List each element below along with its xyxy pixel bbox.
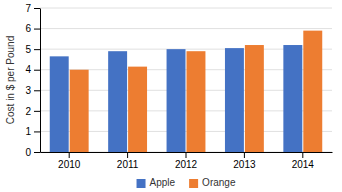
x-tick: 2013 [233,152,256,170]
y-tick: 1 [25,126,40,137]
legend-item: Apple [137,177,176,188]
tick-label: 2014 [292,159,315,170]
tick-mark [34,29,40,30]
bar [303,31,322,152]
axis-title: Cost in $ per Pound [5,36,16,124]
y-tick: 3 [25,85,40,96]
tick-label: 2013 [233,159,256,170]
bar [108,51,127,152]
tick-mark [127,152,128,158]
x-tick: 2010 [58,152,81,170]
y-axis: 0 1 2 3 4 5 6 7 [25,3,40,158]
bar [186,51,205,152]
tick-label: 2010 [58,159,81,170]
y-tick: 7 [25,3,40,14]
tick-label: 6 [25,23,31,34]
bar-series [50,45,303,152]
tick-label: 3 [25,85,31,96]
tick-mark [34,70,40,71]
bar [245,45,264,152]
chart-container: 0 1 2 3 4 5 6 7 2010 2011 2012 2013 2014 Cost in $ pe… [0,0,342,192]
axis-line [40,9,41,153]
grid-line [40,28,332,29]
legend-item: Orange [189,177,236,188]
bar [70,70,89,152]
tick-label: 2 [25,106,31,117]
tick-mark [186,152,187,158]
tick-label: 1 [25,126,31,137]
tick-label: 2012 [175,159,198,170]
tick-mark [34,90,40,91]
tick-mark [34,8,40,9]
tick-label: 2011 [117,159,139,170]
grid-line [40,8,332,9]
legend-swatch [189,179,198,188]
grid [40,8,332,152]
y-tick: 0 [25,147,40,158]
tick-mark [244,152,245,158]
tick-mark [69,152,70,158]
bar [283,45,302,152]
x-axis: 2010 2011 2012 2013 2014 [41,152,333,170]
y-tick: 5 [25,44,40,55]
tick-mark [34,49,40,50]
x-tick: 2014 [292,152,315,170]
tick-label: 5 [25,44,31,55]
x-tick: 2012 [175,152,198,170]
bars [50,31,322,152]
y-tick: 4 [25,64,40,75]
tick-label: 4 [25,64,31,75]
chart: 0 1 2 3 4 5 6 7 2010 2011 2012 2013 2014 Cost in $ pe… [0,0,342,192]
x-tick: 2011 [117,152,139,170]
bar [50,56,69,152]
tick-mark [34,152,40,153]
tick-mark [302,152,303,158]
legend-swatch [137,179,146,188]
y-tick: 6 [25,23,40,34]
plot: 0 1 2 3 4 5 6 7 2010 2011 2012 2013 2014 [25,3,332,170]
bar-series [70,31,323,152]
tick-mark [34,111,40,112]
legend-label: Apple [150,177,176,188]
legend: Apple Orange [137,177,236,188]
bar [225,48,244,152]
tick-label: 7 [25,3,31,14]
bar [167,49,186,152]
y-tick: 2 [25,106,40,117]
tick-label: 0 [25,147,31,158]
legend-label: Orange [202,177,236,188]
bar [128,67,147,152]
tick-mark [34,131,40,132]
